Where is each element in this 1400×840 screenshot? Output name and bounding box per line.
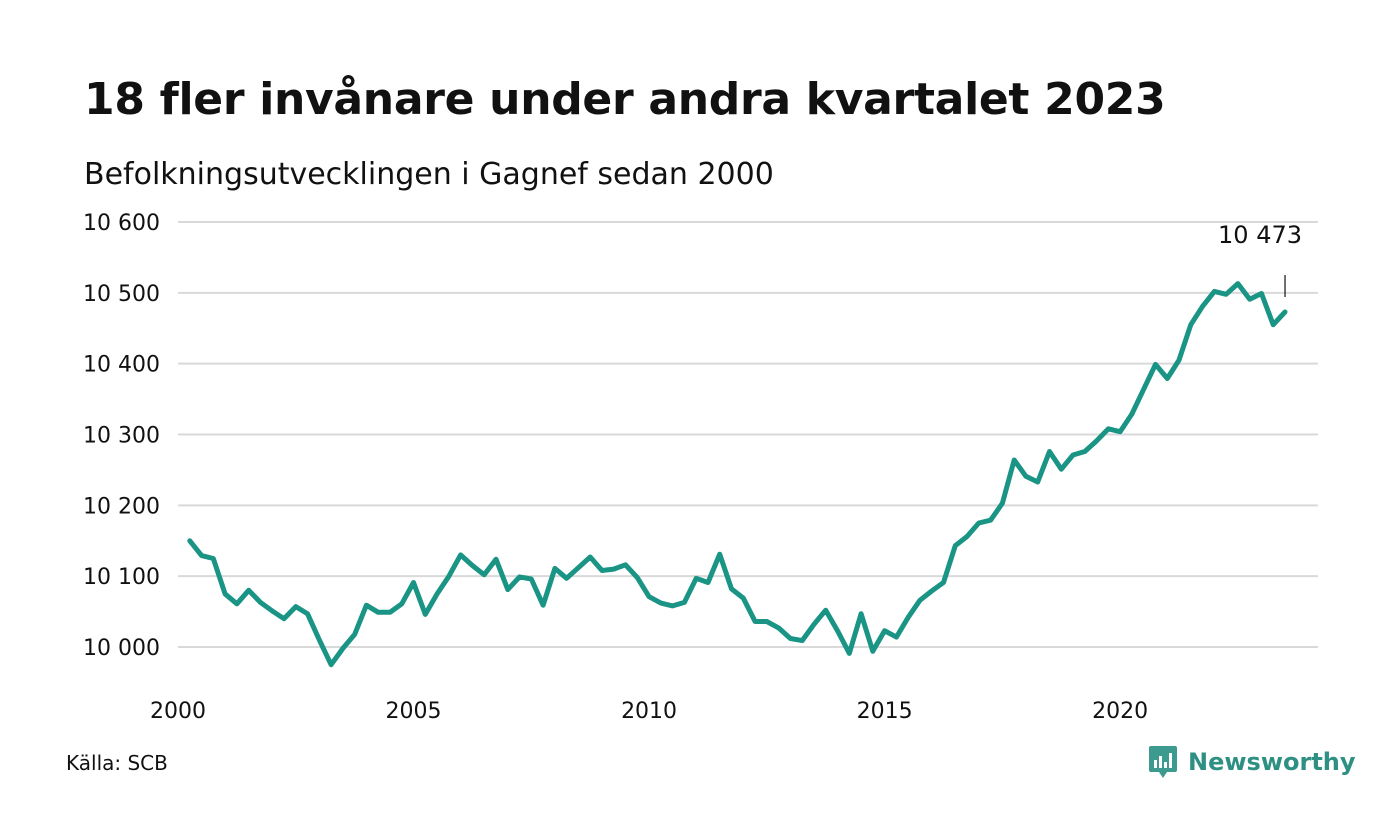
x-tick-label: 2000 [150,699,206,724]
y-tick-label: 10 400 [83,353,160,378]
y-tick-label: 10 100 [83,565,160,590]
x-axis-ticks: 2000 2005 2010 2015 2020 [150,699,1148,724]
source-label: Källa: SCB [66,751,168,775]
brand-name: Newsworthy [1188,748,1356,776]
x-tick-label: 2020 [1092,699,1148,724]
y-tick-label: 10 500 [83,282,160,307]
brand-logo[interactable]: Newsworthy [1148,744,1356,780]
gridlines [178,221,1318,648]
x-tick-label: 2010 [621,699,677,724]
chart-title: 18 fler invånare under andra kvartalet 2… [84,74,1166,125]
x-tick-label: 2015 [857,699,913,724]
chart-subtitle: Befolkningsutvecklingen i Gagnef sedan 2… [84,157,774,192]
series-line [187,281,1288,668]
newsworthy-logo-icon [1149,746,1177,778]
annotation-label: 10 473 [1218,221,1302,249]
series-layer [187,281,1288,668]
annotation-layer: 10 473 [1218,221,1302,297]
y-axis-ticks: 10 000 10 100 10 200 10 300 10 400 10 500 10 6… [83,211,160,661]
line-chart: 10 000 10 100 10 200 10 300 10 400 10 500 10 6… [83,211,1318,724]
y-tick-label: 10 300 [83,424,160,449]
x-tick-label: 2005 [386,699,442,724]
y-tick-label: 10 600 [83,211,160,236]
y-tick-label: 10 000 [83,636,160,661]
y-tick-label: 10 200 [83,494,160,519]
